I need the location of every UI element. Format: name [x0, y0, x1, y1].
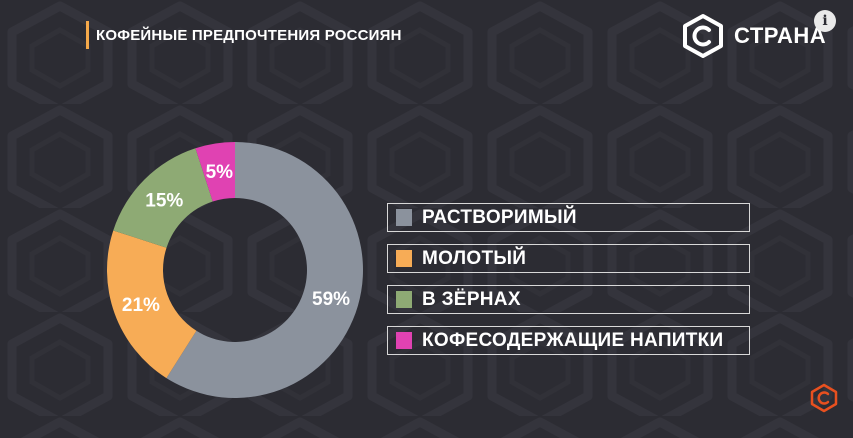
- brand-hexagon-icon: [683, 14, 723, 58]
- donut-slice-label-1: 59%: [312, 289, 350, 310]
- corner-watermark-icon: [810, 383, 838, 413]
- legend-label: РАСТВОРИМЫЙ: [422, 206, 577, 228]
- donut-slice-label-3: 15%: [145, 190, 183, 211]
- legend-label: КОФЕСОДЕРЖАЩИЕ НАПИТКИ: [422, 329, 724, 351]
- brand-name: СТРАНА: [734, 23, 827, 48]
- legend-item-4: КОФЕСОДЕРЖАЩИЕ НАПИТКИ: [387, 326, 750, 355]
- title-bar: КОФЕЙНЫЕ ПРЕДПОЧТЕНИЯ РОССИЯН: [86, 21, 402, 49]
- brand-logo[interactable]: СТРАНА: [680, 13, 826, 59]
- donut-slice-4: [195, 142, 235, 202]
- legend-swatch: [396, 291, 412, 308]
- legend-label: МОЛОТЫЙ: [422, 247, 527, 269]
- legend-item-3: В ЗЁРНАХ: [387, 285, 750, 314]
- page-title: КОФЕЙНЫЕ ПРЕДПОЧТЕНИЯ РОССИЯН: [96, 26, 402, 44]
- donut-slice-label-4: 5%: [206, 162, 234, 183]
- legend-item-1: РАСТВОРИМЫЙ: [387, 203, 750, 232]
- legend-swatch: [396, 209, 412, 226]
- legend-item-2: МОЛОТЫЙ: [387, 244, 750, 273]
- donut-slice-2: [106, 230, 197, 379]
- legend-label: В ЗЁРНАХ: [422, 288, 521, 310]
- info-icon[interactable]: i: [814, 10, 836, 32]
- donut-slice-label-2: 21%: [122, 295, 160, 316]
- legend-swatch: [396, 332, 412, 349]
- legend-swatch: [396, 250, 412, 267]
- donut-slice-3: [113, 148, 213, 248]
- donut-slice-1: [166, 142, 363, 398]
